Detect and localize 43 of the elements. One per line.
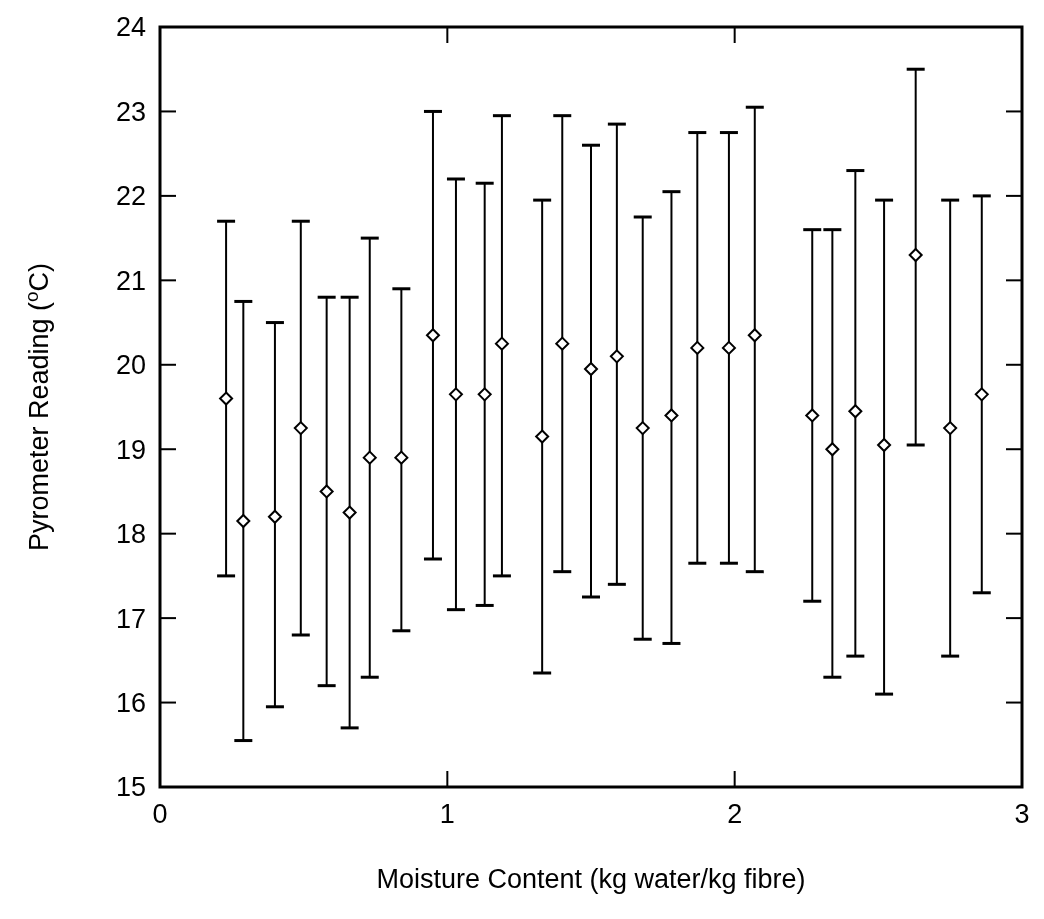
point <box>805 408 820 423</box>
point <box>535 429 550 444</box>
point <box>236 514 251 528</box>
point <box>448 387 463 402</box>
x-tick-label: 0 <box>152 799 168 829</box>
point <box>584 362 598 376</box>
point <box>319 484 334 499</box>
point <box>747 328 762 343</box>
y-tick-label: 21 <box>115 265 146 296</box>
y-tick-label: 23 <box>115 96 146 127</box>
point <box>394 450 409 465</box>
x-tick-label: 2 <box>727 799 743 829</box>
x-tick-label: 3 <box>1014 799 1030 829</box>
point <box>219 391 234 406</box>
x-axis-title: Moisture Content (kg water/kg fibre) <box>376 864 806 894</box>
point <box>342 505 357 520</box>
point <box>825 442 840 457</box>
y-tick-label: 20 <box>115 350 146 381</box>
point <box>267 509 282 524</box>
y-tick-label: 16 <box>115 688 146 719</box>
point <box>877 438 892 452</box>
y-tick-label: 18 <box>115 519 146 550</box>
point <box>690 340 705 355</box>
point <box>609 349 624 364</box>
y-tick-label: 22 <box>115 181 146 212</box>
point <box>555 336 570 351</box>
point <box>635 421 650 436</box>
y-tick-label: 15 <box>115 772 146 803</box>
y-tick-label: 24 <box>115 12 146 43</box>
point <box>293 421 308 436</box>
point <box>848 404 863 419</box>
point <box>974 387 989 402</box>
y-tick-label: 17 <box>115 603 146 634</box>
point <box>664 408 679 423</box>
point <box>908 248 923 262</box>
point <box>477 387 492 402</box>
point <box>721 340 736 355</box>
y-tick-label: 19 <box>115 434 146 465</box>
point <box>943 421 958 436</box>
point <box>425 328 440 343</box>
point <box>362 450 377 465</box>
x-tick-label: 1 <box>439 799 455 829</box>
point <box>494 336 509 351</box>
